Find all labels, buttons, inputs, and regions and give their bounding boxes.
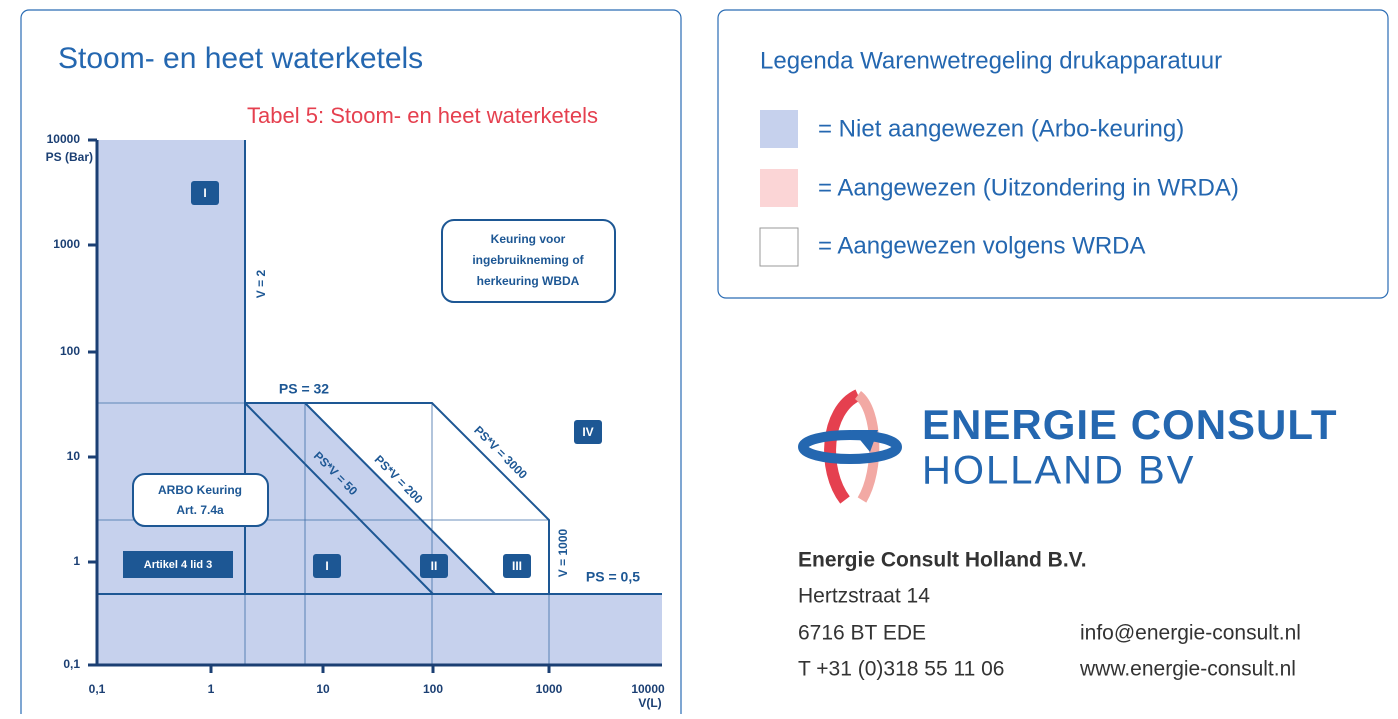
company-name: Energie Consult Holland B.V. bbox=[798, 549, 1087, 572]
arbo-box bbox=[132, 473, 269, 527]
y-label: 0,1 bbox=[63, 657, 80, 671]
street: Hertzstraat 14 bbox=[798, 585, 930, 608]
y-labels: 10000 1000 100 10 1 0,1 PS (Bar) bbox=[46, 132, 93, 671]
boundary-label: PS = 0,5 bbox=[586, 569, 640, 585]
boundary-label: V = 1000 bbox=[556, 528, 570, 577]
category: I bbox=[203, 186, 206, 200]
email: info@energie-consult.nl bbox=[1080, 622, 1301, 645]
artikel-box bbox=[123, 551, 233, 578]
boundary-label: PS*V = 3000 bbox=[471, 423, 530, 482]
y-label: 100 bbox=[60, 344, 80, 358]
x-label: 10000 bbox=[631, 682, 665, 696]
boundaries bbox=[97, 140, 662, 595]
boundary-label: V = 2 bbox=[254, 270, 268, 299]
x-label: 1 bbox=[208, 682, 215, 696]
x-label: 100 bbox=[423, 682, 443, 696]
subtitle: Tabel 5: Stoom- en heet waterketels bbox=[247, 103, 598, 128]
x-labels: 0,1 1 10 100 1000 10000 V(L) bbox=[89, 682, 665, 710]
y-label: 10 bbox=[67, 449, 81, 463]
x-label: 1000 bbox=[536, 682, 563, 696]
legend-title: Legenda Warenwetregeling drukapparatuur bbox=[760, 47, 1222, 74]
logo bbox=[798, 389, 902, 504]
y-label: 10000 bbox=[47, 132, 81, 146]
x-label: 0,1 bbox=[89, 682, 106, 696]
arbo: Art. 7.4a bbox=[176, 503, 224, 517]
artikel: Artikel 4 lid 3 bbox=[144, 559, 212, 571]
panel bbox=[20, 9, 682, 719]
legend-item: = Niet aangewezen (Arbo-keuring) bbox=[818, 115, 1184, 142]
logo-top: ENERGIE CONSULT bbox=[922, 401, 1338, 448]
category: IV bbox=[582, 425, 593, 439]
y-label: 1000 bbox=[53, 237, 80, 251]
category-badges: I I II III IV bbox=[191, 181, 602, 578]
axes bbox=[88, 138, 662, 673]
grid bbox=[97, 402, 550, 665]
legend-swatch bbox=[760, 110, 798, 148]
note: Keuring voor bbox=[491, 232, 566, 246]
note: herkeuring WBDA bbox=[477, 274, 580, 288]
arbo: ARBO Keuring bbox=[158, 483, 242, 497]
y-label: 1 bbox=[73, 554, 80, 568]
legend-panel bbox=[717, 9, 1389, 299]
note-box bbox=[441, 219, 616, 303]
legend-swatch bbox=[759, 227, 799, 267]
legend-item: = Aangewezen volgens WRDA bbox=[818, 232, 1146, 259]
city: 6716 BT EDE bbox=[798, 622, 926, 645]
x-label: 10 bbox=[316, 682, 330, 696]
phone: T +31 (0)318 55 11 06 bbox=[798, 658, 1004, 681]
y-axis-title: PS (Bar) bbox=[46, 150, 93, 164]
panel-title: Stoom- en heet waterketels bbox=[58, 42, 423, 75]
note: ingebruikneming of bbox=[472, 253, 584, 267]
legend-item: = Aangewezen (Uitzondering in WRDA) bbox=[818, 174, 1239, 201]
legend-swatch bbox=[760, 169, 798, 207]
web: www.energie-consult.nl bbox=[1079, 658, 1296, 681]
category: II bbox=[431, 559, 438, 573]
boundary-label: PS = 32 bbox=[279, 381, 329, 397]
logo-bottom: HOLLAND BV bbox=[922, 449, 1195, 493]
category: III bbox=[512, 559, 522, 573]
x-axis-title: V(L) bbox=[638, 696, 661, 710]
category: I bbox=[325, 559, 328, 573]
